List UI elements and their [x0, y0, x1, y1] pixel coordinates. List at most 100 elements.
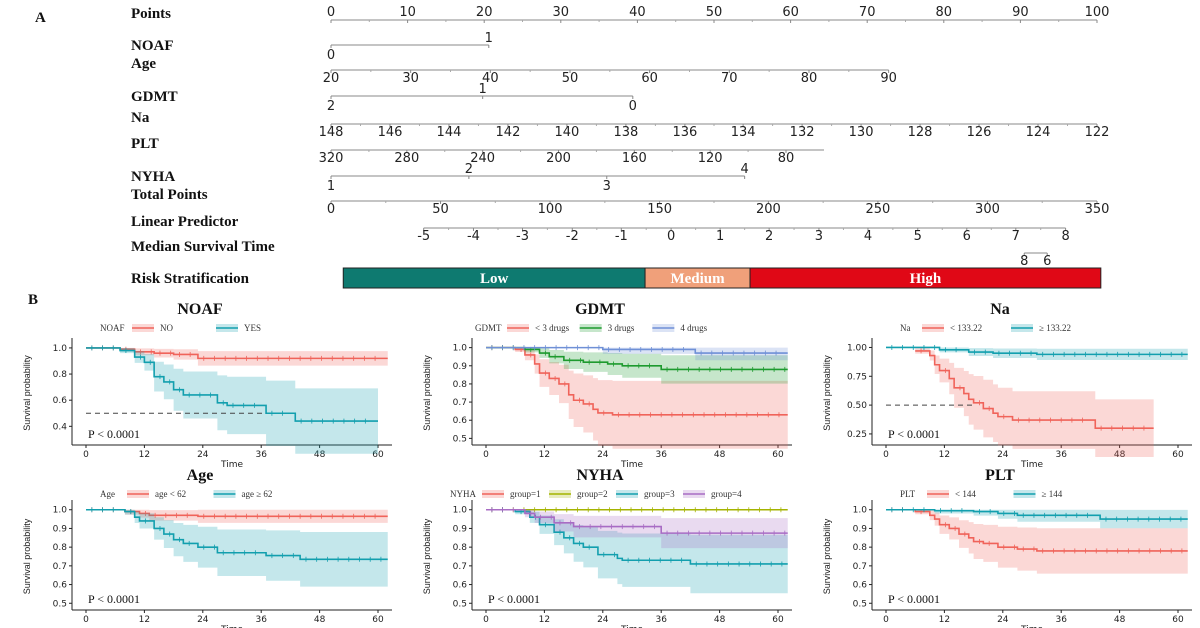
tick-label: 8: [1020, 254, 1028, 269]
y-tick-label: 0.7: [853, 562, 867, 572]
series-group-2: [486, 507, 788, 513]
row-label: Total Points: [131, 187, 208, 203]
p-value: P < 0.0001: [888, 427, 940, 441]
legend: GDMT < 3 drugs 3 drugs 4 drugs: [475, 323, 708, 333]
risk-segment-label: Medium: [670, 271, 725, 287]
x-tick-label: 24: [997, 615, 1009, 625]
legend-item: group=1: [482, 489, 541, 499]
x-tick-label: 48: [1114, 615, 1126, 625]
tick-label: -1: [615, 229, 628, 244]
series-yes: [86, 345, 378, 454]
x-tick-label: 12: [539, 450, 550, 460]
y-axis-label: Survival probability: [22, 518, 32, 594]
panel-title: Age: [187, 467, 214, 484]
confidence-band: [915, 348, 1154, 457]
tick-label: 132: [790, 125, 815, 140]
y-tick-label: 1.0: [453, 344, 468, 354]
legend-item: age ≥ 62: [213, 489, 272, 499]
x-tick-label: 48: [714, 450, 726, 460]
y-tick-label: 0.8: [453, 543, 468, 553]
tick-label: 128: [908, 125, 933, 140]
tick-label: 10: [399, 5, 416, 20]
y-tick-label: 0.6: [53, 581, 68, 591]
x-tick-label: 24: [197, 615, 209, 625]
x-tick-label: 12: [139, 450, 150, 460]
tick-label: 5: [914, 229, 922, 244]
panel-title: NYHA: [576, 467, 624, 484]
tick-label: 80: [778, 151, 795, 166]
y-tick-label: 0.75: [847, 372, 867, 382]
y-tick-label: 0.9: [853, 524, 868, 534]
x-tick-label: 24: [597, 450, 609, 460]
y-tick-label: 1.0: [453, 506, 468, 516]
survival-curve: [486, 508, 788, 565]
row-label: Risk Stratification: [131, 271, 250, 287]
y-tick-label: 1.0: [53, 344, 68, 354]
tick-label: 320: [319, 151, 344, 166]
survival-curve: [886, 508, 1188, 520]
tick-label: 240: [470, 151, 495, 166]
x-tick-label: 60: [1172, 450, 1184, 460]
x-tick-label: 0: [483, 615, 489, 625]
survival-curve: [86, 508, 388, 561]
panel-title: GDMT: [575, 301, 625, 318]
tick-label: 1: [485, 31, 493, 46]
confidence-band: [486, 509, 788, 594]
tick-label: 70: [721, 71, 738, 86]
legend-item: 4 drugs: [652, 323, 708, 333]
tick-label: 6: [1043, 254, 1051, 269]
y-axis-label: Survival probability: [822, 355, 832, 431]
x-tick-label: 0: [883, 615, 889, 625]
nomogram-row-median-survival-time: Median Survival Time 8 6: [131, 239, 1051, 269]
p-value: P < 0.0001: [88, 592, 140, 606]
tick-label: -2: [566, 229, 579, 244]
survival-curve: [486, 346, 788, 416]
x-axis-label: Time: [220, 460, 243, 470]
series--133-22: [915, 348, 1154, 457]
tick-label: 6: [963, 229, 971, 244]
tick-label: 3: [815, 229, 823, 244]
legend-item: < 133.22: [922, 323, 982, 333]
x-axis-label: Time: [220, 625, 243, 628]
y-axis-label: Survival probability: [422, 355, 432, 431]
nomogram-row-linear-predictor: Linear Predictor -5 -4 -3 -2 -1 0 1 2 3 4 5 6 7 8: [131, 214, 1070, 244]
x-tick-label: 60: [372, 615, 384, 625]
panel-label-a: A: [35, 10, 46, 26]
tick-label: 50: [432, 202, 449, 217]
x-tick-label: 48: [714, 615, 726, 625]
row-label: NYHA: [131, 169, 175, 185]
nomogram-row-points: Points 0 10 20 30 40 50 60 70 80 90 100: [131, 5, 1109, 23]
legend-title: NOAF: [100, 323, 125, 333]
tick-label: 134: [731, 125, 756, 140]
nomogram-row-total-points: Total Points 0 50 100 150 200 250 300 350: [131, 187, 1109, 217]
y-tick-label: 0.5: [453, 599, 467, 609]
nomogram-row-plt: PLT 320 280 240 200 160 120 80: [131, 136, 825, 166]
y-tick-label: 0.9: [453, 362, 468, 372]
km-panel-plt: PLT PLT < 144 ≥ 144 0.5 0.6 0.7 0.8 0.9 1.0 0 12 24 3…: [822, 467, 1192, 628]
tick-label: -4: [467, 229, 480, 244]
legend-label: < 3 drugs: [535, 323, 570, 333]
tick-label: 0: [327, 5, 335, 20]
panel-label-b: B: [28, 292, 38, 308]
tick-label: 4: [740, 162, 748, 177]
survival-curve: [886, 346, 1188, 356]
legend-item: ≥ 133.22: [1011, 323, 1071, 333]
legend-label: < 133.22: [950, 323, 982, 333]
nomogram-row-age: Age 20 30 40 50 60 70 80 90: [131, 56, 897, 86]
tick-label: 150: [647, 202, 672, 217]
x-tick-label: 36: [1055, 450, 1067, 460]
survival-curve: [915, 350, 1154, 429]
row-label: Median Survival Time: [131, 239, 275, 255]
tick-label: 90: [880, 71, 897, 86]
legend-label: 3 drugs: [608, 323, 635, 333]
risk-segment-high: [749, 267, 1102, 289]
y-tick-label: 0.5: [453, 434, 467, 444]
legend-item: YES: [216, 323, 261, 333]
x-tick-label: 36: [655, 615, 667, 625]
tick-label: 30: [402, 71, 419, 86]
row-label: Linear Predictor: [131, 214, 239, 230]
confidence-band: [886, 509, 1188, 529]
tick-label: 200: [756, 202, 781, 217]
legend: NOAF NO YES: [100, 323, 261, 333]
